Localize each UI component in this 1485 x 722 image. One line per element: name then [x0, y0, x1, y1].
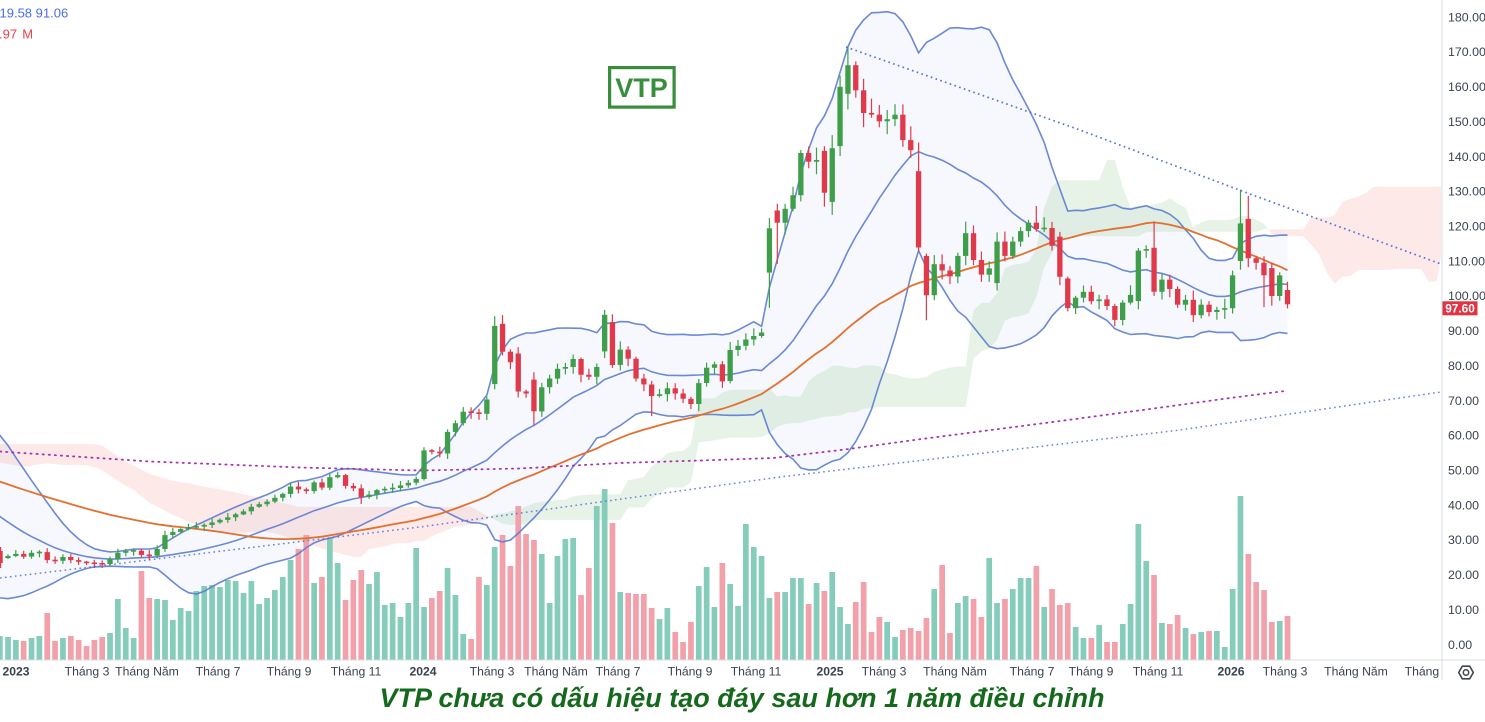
svg-text:150.00: 150.00: [1448, 115, 1485, 129]
svg-text:180.00: 180.00: [1448, 10, 1485, 24]
svg-text:120.00: 120.00: [1448, 220, 1485, 234]
svg-text:Tháng 11: Tháng 11: [731, 665, 782, 679]
svg-text:Tháng 7: Tháng 7: [596, 665, 641, 679]
svg-text:60.00: 60.00: [1448, 429, 1479, 443]
svg-text:Tháng 3: Tháng 3: [1263, 665, 1308, 679]
svg-text:Tháng 9: Tháng 9: [267, 665, 312, 679]
svg-text:160.00: 160.00: [1448, 80, 1485, 94]
svg-text:VTP: VTP: [615, 73, 668, 103]
svg-text:20.00: 20.00: [1448, 568, 1479, 582]
svg-text:130.00: 130.00: [1448, 185, 1485, 199]
svg-text:170.00: 170.00: [1448, 45, 1485, 59]
svg-text:90.00: 90.00: [1448, 324, 1479, 338]
svg-text:70.00: 70.00: [1448, 394, 1479, 408]
svg-text:Tháng Năm: Tháng Năm: [115, 665, 179, 679]
svg-text:0.00: 0.00: [1448, 638, 1472, 652]
svg-text:19.58 91.06: 19.58 91.06: [0, 6, 68, 21]
svg-text:Tháng Năm: Tháng Năm: [1324, 665, 1388, 679]
svg-text:Tháng 7: Tháng 7: [196, 665, 241, 679]
svg-text:2026: 2026: [1217, 665, 1244, 679]
svg-text:97.60: 97.60: [1445, 301, 1475, 315]
svg-text:2024: 2024: [409, 665, 436, 679]
svg-text:140.00: 140.00: [1448, 150, 1485, 164]
svg-text:Tháng 3: Tháng 3: [65, 665, 110, 679]
svg-text:.97 M: .97 M: [0, 27, 33, 42]
svg-text:50.00: 50.00: [1448, 464, 1479, 478]
svg-text:2023: 2023: [2, 665, 29, 679]
svg-text:Tháng 9: Tháng 9: [1069, 665, 1114, 679]
svg-text:Tháng 3: Tháng 3: [862, 665, 907, 679]
svg-text:40.00: 40.00: [1448, 498, 1479, 512]
svg-text:100.00: 100.00: [1448, 289, 1485, 303]
svg-text:Tháng 11: Tháng 11: [1133, 665, 1184, 679]
svg-text:VTP chưa có dấu hiệu tạo đáy s: VTP chưa có dấu hiệu tạo đáy sau hơn 1 n…: [379, 683, 1104, 713]
svg-text:Tháng 9: Tháng 9: [668, 665, 713, 679]
svg-text:80.00: 80.00: [1448, 359, 1479, 373]
svg-text:Tháng 11: Tháng 11: [331, 665, 382, 679]
svg-text:30.00: 30.00: [1448, 533, 1479, 547]
svg-text:Tháng 7: Tháng 7: [1010, 665, 1055, 679]
svg-text:110.00: 110.00: [1448, 254, 1485, 268]
svg-text:Tháng 3: Tháng 3: [470, 665, 515, 679]
svg-text:10.00: 10.00: [1448, 603, 1479, 617]
svg-text:2025: 2025: [816, 665, 843, 679]
svg-text:Tháng Năm: Tháng Năm: [923, 665, 987, 679]
svg-text:Tháng Năm: Tháng Năm: [524, 665, 588, 679]
svg-text:Tháng 7: Tháng 7: [1405, 665, 1450, 679]
